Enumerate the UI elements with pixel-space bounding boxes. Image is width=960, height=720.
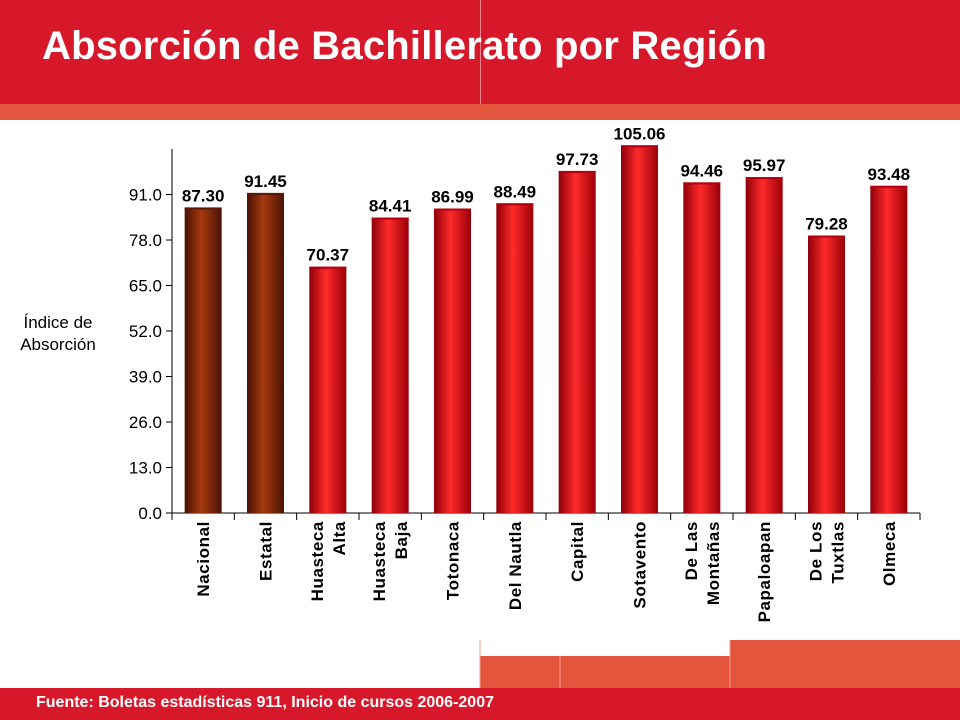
bar bbox=[745, 177, 783, 514]
x-tick-label: Estatal bbox=[257, 521, 276, 581]
bar bbox=[808, 235, 845, 513]
data-label: 70.37 bbox=[307, 246, 350, 265]
x-tick-label: Totonaca bbox=[444, 521, 463, 600]
y-tick-label: 13.0 bbox=[129, 459, 162, 478]
bar bbox=[558, 170, 596, 513]
bar bbox=[496, 203, 534, 513]
slide-header: Absorción de Bachillerato por Región bbox=[0, 0, 960, 120]
bar-top-edge bbox=[434, 208, 471, 211]
y-tick-label: 39.0 bbox=[129, 368, 162, 387]
deco-block bbox=[730, 640, 960, 656]
x-tick-label: Huasteca bbox=[370, 521, 389, 601]
bar-top-edge bbox=[558, 170, 596, 173]
data-label: 95.97 bbox=[743, 156, 786, 175]
y-tick-label: 78.0 bbox=[129, 231, 162, 250]
bar-top-edge bbox=[496, 203, 534, 206]
x-tick-label: Papaloapan bbox=[755, 521, 774, 622]
y-tick-label: 0.0 bbox=[138, 504, 162, 523]
x-tick-label: Huasteca bbox=[308, 521, 327, 601]
data-label: 84.41 bbox=[369, 197, 412, 216]
bar-chart: 0.0 13.0 26.0 39.0 52.0 65.0 78.0 91.0 Nacional… bbox=[20, 124, 921, 622]
bar-top-edge bbox=[621, 145, 658, 148]
bar bbox=[247, 192, 284, 514]
bar-top-edge bbox=[745, 177, 783, 180]
bar-top-edge bbox=[683, 182, 721, 185]
data-labels: 87.30 91.45 70.37 84.41 86.99 88.49 97.73 105.0… bbox=[182, 124, 910, 264]
y-tick-label: 91.0 bbox=[129, 186, 162, 205]
data-label: 86.99 bbox=[431, 188, 474, 207]
bar bbox=[184, 207, 222, 513]
data-label: 97.73 bbox=[556, 150, 599, 169]
bar bbox=[434, 208, 471, 513]
x-tick-label: Tuxtlas bbox=[829, 521, 848, 583]
x-tick-label: De Los bbox=[807, 521, 826, 581]
source-note: Fuente: Boletas estadísticas 911, Inicio… bbox=[36, 694, 494, 711]
slide-title: Absorción de Bachillerato por Región bbox=[42, 24, 768, 68]
bar-top-edge bbox=[184, 207, 222, 210]
y-axis-label-line: Absorción bbox=[20, 335, 96, 354]
data-label: 88.49 bbox=[494, 182, 537, 201]
x-tick-label: Capital bbox=[568, 521, 587, 582]
data-label: 79.28 bbox=[805, 215, 848, 234]
x-tick-label: Del Nautla bbox=[506, 521, 525, 610]
x-tick-label: Baja bbox=[392, 521, 411, 559]
y-axis-label-line: Índice de bbox=[24, 313, 93, 332]
x-tick-label: Sotavento bbox=[631, 521, 650, 609]
bars bbox=[184, 145, 908, 514]
x-tick-label: Alta bbox=[330, 521, 349, 556]
y-axis: 0.0 13.0 26.0 39.0 52.0 65.0 78.0 91.0 bbox=[129, 149, 173, 523]
header-divider-line bbox=[480, 0, 481, 120]
bar bbox=[683, 182, 721, 513]
bar bbox=[371, 217, 409, 513]
data-label: 94.46 bbox=[681, 161, 724, 180]
bar-top-edge bbox=[870, 185, 908, 188]
y-tick-label: 26.0 bbox=[129, 413, 162, 432]
bar bbox=[621, 145, 658, 514]
x-tick-label: Nacional bbox=[194, 521, 213, 597]
bar-top-edge bbox=[371, 217, 409, 220]
data-label: 87.30 bbox=[182, 186, 225, 205]
x-tick-label: Olmeca bbox=[880, 521, 899, 586]
y-tick-label: 52.0 bbox=[129, 322, 162, 341]
slide-footer bbox=[0, 688, 960, 720]
y-tick-label: 65.0 bbox=[129, 277, 162, 296]
data-label: 91.45 bbox=[244, 172, 287, 191]
bar-top-edge bbox=[309, 266, 347, 269]
data-label: 93.48 bbox=[868, 165, 911, 184]
bar bbox=[870, 185, 908, 513]
x-tick-label: Montañas bbox=[704, 521, 723, 605]
x-axis: Nacional Estatal Huasteca Alta Huasteca Baja T… bbox=[171, 512, 921, 622]
header-band bbox=[0, 104, 960, 120]
bar-top-edge bbox=[247, 192, 284, 195]
data-label: 105.06 bbox=[614, 124, 666, 143]
x-tick-label: De Las bbox=[682, 521, 701, 580]
y-axis-label: Índice de Absorción bbox=[20, 313, 96, 354]
deco-block bbox=[480, 656, 960, 688]
bar bbox=[309, 266, 347, 513]
bar-top-edge bbox=[808, 235, 845, 238]
bottom-decoration bbox=[479, 640, 960, 720]
